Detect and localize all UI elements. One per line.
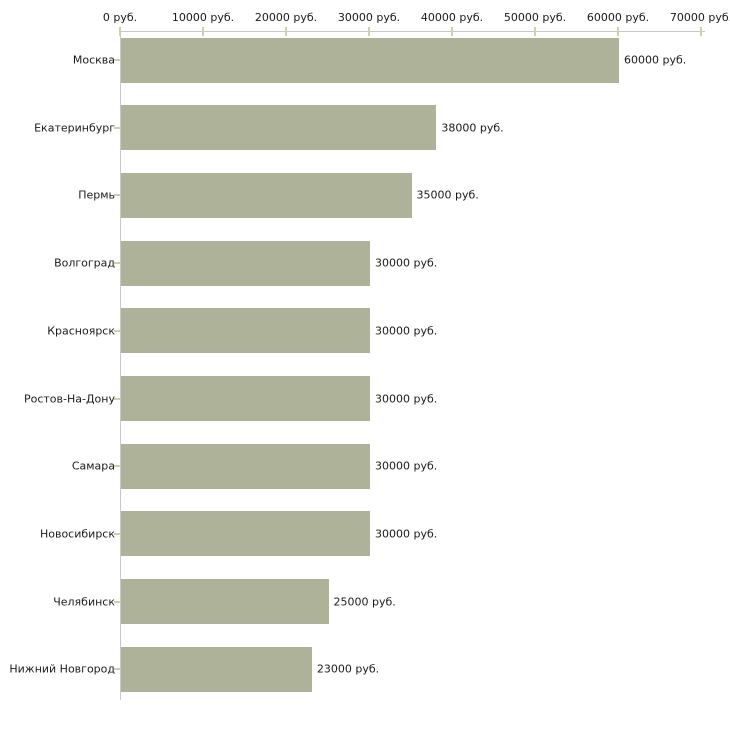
x-tick-label: 40000 руб. — [420, 11, 484, 24]
x-tick-mark — [285, 27, 287, 36]
x-tick-label: 60000 руб. — [586, 11, 650, 24]
value-label: 25000 руб. — [333, 595, 396, 609]
category-label: Челябинск — [53, 595, 115, 609]
category-label: Волгоград — [54, 256, 115, 270]
value-label: 35000 руб. — [416, 188, 479, 202]
category-label: Новосибирск — [39, 527, 115, 541]
value-label: 30000 руб. — [375, 324, 438, 338]
category-label: Ростов-На-Дону — [23, 392, 115, 405]
y-tick-mark — [114, 194, 120, 197]
bar — [121, 579, 329, 625]
x-axis-line — [120, 31, 705, 32]
category-label: Пермь — [78, 188, 115, 202]
x-tick-mark — [451, 27, 453, 36]
y-tick-mark — [114, 465, 120, 468]
bar — [121, 105, 437, 151]
category-label: Красноярск — [47, 324, 115, 338]
category-label: Москва — [72, 53, 115, 67]
value-label: 23000 руб. — [316, 662, 380, 676]
y-tick-mark — [114, 668, 120, 671]
x-tick-mark — [617, 27, 619, 36]
x-tick-mark — [700, 27, 702, 36]
y-axis-line — [120, 31, 121, 700]
y-tick-mark — [114, 262, 120, 265]
y-tick-mark — [114, 329, 120, 332]
y-tick-mark — [114, 600, 120, 603]
bar — [121, 308, 370, 354]
x-tick-mark — [119, 27, 121, 36]
category-label: Екатеринбург — [34, 121, 115, 135]
x-tick-label: 30000 руб. — [337, 11, 401, 24]
bar — [121, 376, 370, 421]
bar — [121, 240, 370, 286]
value-label: 30000 руб. — [375, 256, 438, 270]
x-tick-label: 10000 руб. — [171, 11, 235, 24]
value-label: 30000 руб. — [375, 527, 438, 541]
value-label: 60000 руб. — [624, 53, 687, 67]
x-tick-label: 20000 руб. — [254, 11, 318, 24]
value-label: 30000 руб. — [375, 392, 438, 405]
bar — [121, 172, 412, 218]
y-tick-mark — [114, 126, 120, 129]
category-label: Самара — [71, 459, 115, 473]
x-tick-label: 70000 руб. — [669, 11, 730, 24]
bar — [121, 443, 370, 489]
x-tick-mark — [534, 27, 536, 36]
x-tick-label: 50000 руб. — [503, 11, 567, 24]
x-tick-mark — [202, 27, 204, 36]
y-tick-mark — [114, 397, 120, 400]
category-label: Нижний Новгород — [9, 662, 115, 676]
bar — [121, 37, 619, 83]
x-tick-label: 0 руб. — [102, 11, 138, 24]
y-tick-mark — [114, 532, 120, 535]
value-label: 38000 руб. — [441, 121, 504, 135]
x-tick-mark — [368, 27, 370, 36]
bar — [121, 511, 370, 557]
y-tick-mark — [114, 59, 120, 61]
value-label: 30000 руб. — [375, 459, 438, 473]
bar — [121, 646, 312, 692]
